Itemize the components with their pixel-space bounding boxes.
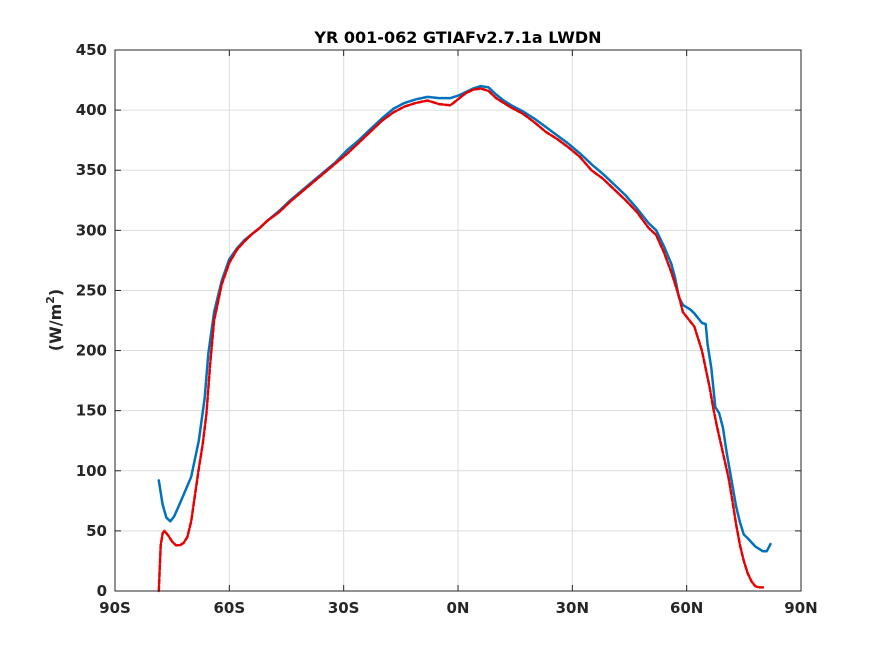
chart-title: YR 001-062 GTIAFv2.7.1a LWDN [313, 28, 601, 47]
series-lines [157, 84, 772, 593]
y-axis-label-main: (W/m [46, 304, 65, 351]
y-tick-label: 50 [86, 522, 107, 540]
x-tick-label: 30S [328, 599, 360, 617]
x-tick-label: 60S [213, 599, 245, 617]
y-axis-label-sup: 2 [44, 296, 57, 304]
y-axis-label-close: ) [46, 289, 65, 296]
x-tick-label: 60N [670, 599, 703, 617]
y-tick-label: 350 [76, 161, 107, 179]
series-line-2 [157, 87, 765, 593]
x-tick-label: 90S [99, 599, 131, 617]
y-tick-label: 200 [76, 342, 107, 360]
y-tick-label: 450 [76, 41, 107, 59]
y-tick-label: 150 [76, 402, 107, 420]
y-tick-label: 300 [76, 221, 107, 239]
axis-ticks [114, 49, 802, 592]
y-axis-label: (W/m2) [44, 289, 65, 351]
x-tick-label: 0N [447, 599, 470, 617]
y-tick-label: 0 [97, 582, 107, 600]
x-tick-label: 30N [556, 599, 589, 617]
y-tick-label: 100 [76, 462, 107, 480]
y-tick-label: 400 [76, 101, 107, 119]
y-tick-label: 250 [76, 281, 107, 299]
series-line-1 [157, 84, 772, 553]
tick-labels: 90S 60S 30S 0N 30N 60N 90N 0 50 100 150 200 250 300 35… [76, 41, 818, 617]
x-tick-label: 90N [784, 599, 817, 617]
